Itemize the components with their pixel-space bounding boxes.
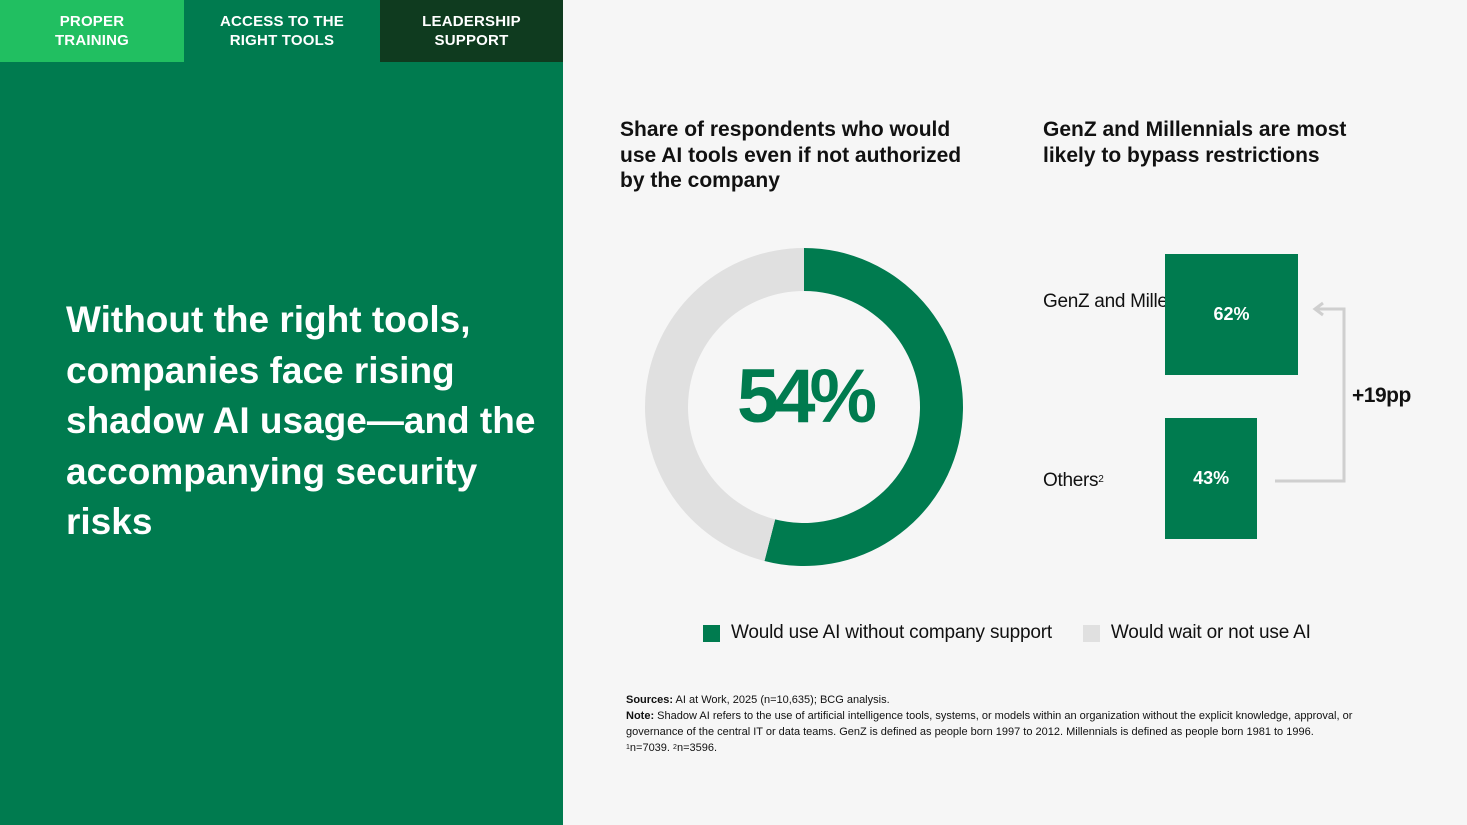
legend-swatch	[703, 624, 720, 642]
footnotes: Sources: AI at Work, 2025 (n=10,635); BC…	[626, 692, 1406, 756]
tab-leadership-support[interactable]: LEADERSHIP SUPPORT	[380, 0, 563, 62]
footnote-marker: 2	[673, 744, 677, 751]
legend: Would use AI without company support Wou…	[703, 622, 1311, 644]
note-text: Shadow AI refers to the use of artificia…	[626, 710, 1353, 738]
legend-label: Would wait or not use AI	[1110, 622, 1311, 643]
donut-chart	[645, 248, 963, 566]
bar-value-label: 43%	[1193, 468, 1230, 488]
bar-value-label: 62%	[1213, 304, 1250, 324]
difference-bracket-arrow	[1275, 301, 1346, 483]
legend-item-would-use-ai: Would use AI without company support	[703, 622, 1052, 644]
note-line: Note: Shadow AI refers to the use of art…	[626, 708, 1406, 740]
tab-proper-training[interactable]: PROPER TRAINING	[0, 0, 184, 62]
donut-center-value: 54%	[736, 354, 877, 439]
left-panel: PROPER TRAINING ACCESS TO THE RIGHT TOOL…	[0, 0, 563, 825]
legend-label: Would use AI without company support	[731, 622, 1052, 643]
donut-slice-would-use-ai	[764, 248, 963, 566]
tab-access-to-tools[interactable]: ACCESS TO THE RIGHT TOOLS	[184, 0, 380, 62]
section-tabs: PROPER TRAINING ACCESS TO THE RIGHT TOOL…	[0, 0, 563, 62]
sources-line: Sources: AI at Work, 2025 (n=10,635); BC…	[626, 692, 1406, 708]
bar-others: 43%	[1165, 418, 1258, 539]
sample-size-2: n=3596.	[676, 742, 718, 754]
category-text: Others	[1043, 470, 1099, 491]
difference-label: +19pp	[1352, 384, 1411, 407]
note-label: Note:	[626, 710, 655, 722]
legend-item-would-wait: Would wait or not use AI	[1082, 622, 1311, 644]
donut-chart-title: Share of respondents who would use AI to…	[620, 118, 962, 192]
sources-text: AI at Work, 2025 (n=10,635); BCG analysi…	[675, 694, 890, 706]
sample-size-1: n=7039.	[629, 742, 670, 754]
headline: Without the right tools, companies face …	[66, 299, 536, 542]
bar-genz-millennials: 62%	[1165, 254, 1298, 375]
footnote-marker: 1	[626, 744, 630, 751]
bar-category-label-others: Others2	[1043, 469, 1104, 492]
bar-chart-title: GenZ and Millennials are most likely to …	[1043, 118, 1347, 167]
footnote-marker: 2	[1098, 474, 1104, 485]
sample-size-line: 1n=7039. 2n=3596.	[626, 740, 1406, 756]
legend-swatch	[1082, 624, 1100, 642]
donut-slice-would-wait	[645, 248, 804, 562]
sources-label: Sources:	[626, 694, 674, 706]
